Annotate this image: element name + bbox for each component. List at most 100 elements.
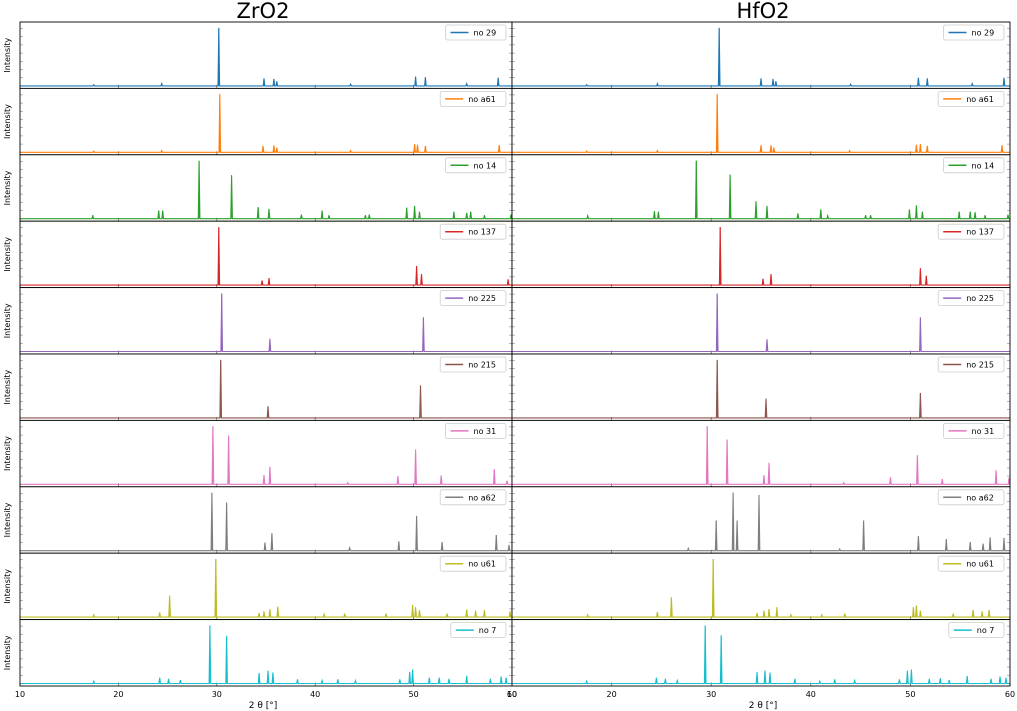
legend: no 225 [439,290,507,307]
panel-hfo2-3: no 14 [511,154,1011,222]
plot-area [512,553,1010,620]
legend-box [943,422,1005,439]
series-line [20,625,512,685]
legend-label: no 29 [972,29,995,38]
legend-label: no 7 [977,626,995,635]
legend: no 31 [943,422,1005,439]
legend-label: no 14 [474,161,497,170]
legend-label: no 137 [966,228,994,237]
legend-box [439,555,507,572]
x-tick-label: 50 [905,690,915,699]
panel-hfo2-7: no 31 [511,419,1011,488]
plot-area [512,420,1010,487]
plot-area [20,88,512,155]
legend: no 215 [937,356,1005,373]
x-tick-label: 40 [806,690,816,699]
x-tick-label: 40 [310,690,320,699]
panel-zro2-6: no 215 Intensity [3,353,513,421]
legend: no 14 [445,157,507,174]
legend-label: no a61 [468,95,496,104]
legend: no 215 [439,356,507,373]
series-line [512,559,1010,618]
chart-panels: no 29 Intensity no a61 Intensity no 14 Intens… [3,21,1015,699]
legend-box [439,91,507,107]
legend: no 14 [943,157,1005,174]
x-tick-label: 30 [212,690,222,699]
legend: no 137 [937,223,1005,240]
series-line [512,492,1010,552]
plot-area [20,154,512,222]
y-axis-label: Intensity [3,436,12,471]
plot-area [20,221,512,288]
series-line [512,625,1010,685]
legend-label: no 137 [468,228,496,237]
legend-box [948,622,1005,638]
x-tick-label: 60 [507,690,517,699]
plot-area [512,287,1010,354]
legend: no u61 [937,555,1005,572]
plot-area [20,553,512,620]
legend: no a61 [937,91,1005,107]
panel-zro2-7: no 31 Intensity [3,419,513,488]
legend: no 29 [943,24,1005,41]
panel-zro2-3: no 14 Intensity [3,154,513,222]
panel-zro2-1: no 29 Intensity [3,21,513,89]
legend-label: no 225 [966,294,994,303]
legend-label: no 31 [474,427,497,436]
y-axis-label: Intensity [3,635,12,670]
legend: no 29 [445,24,507,41]
legend-box [439,223,507,240]
x-tick-label: 20 [607,690,617,699]
x-tick-label: 20 [113,690,123,699]
legend: no a61 [439,91,507,107]
x-tick-label: 10 [507,690,517,699]
panel-hfo2-4: no 137 [511,220,1011,289]
legend-label: no a62 [468,493,496,502]
plot-area [20,354,512,421]
legend-label: no 14 [972,161,995,170]
plot-area [512,88,1010,155]
chart-title-zro2: ZrO2 [237,0,290,23]
y-axis-label: Intensity [3,104,12,139]
legend-box [937,555,1005,572]
legend-label: no u61 [468,560,496,569]
y-axis-label: Intensity [3,569,12,604]
y-axis-label: Intensity [3,237,12,272]
plot-area [512,619,1010,686]
legend-label: no u61 [966,560,994,569]
legend-box [439,489,507,506]
x-tick-label: 30 [706,690,716,699]
chart-title-hfo2: HfO2 [736,0,789,23]
plot-area [20,22,512,89]
legend-box [937,91,1005,107]
panel-hfo2-2: no a61 [511,87,1011,156]
y-axis-label: Intensity [3,170,12,205]
panel-zro2-5: no 225 Intensity [3,287,513,355]
plot-area [20,287,512,354]
legend-box [445,157,507,174]
panel-frame [511,619,1011,687]
panel-hfo2-10: no 7 [511,619,1011,687]
legend-box [450,622,507,638]
legend: no 31 [445,422,507,439]
legend: no 225 [937,290,1005,307]
legend-label: no 215 [468,361,496,370]
legend-box [937,356,1005,373]
legend: no u61 [439,555,507,572]
legend-label: no 215 [966,361,994,370]
panel-zro2-2: no a61 Intensity [3,87,513,156]
legend-label: no 7 [479,626,497,635]
panel-hfo2-5: no 225 [511,287,1011,355]
x-axis-label-left: 2 θ [°] [249,701,277,711]
plot-area [512,354,1010,421]
panel-zro2-8: no a62 Intensity [3,486,513,554]
legend-box [439,290,507,307]
x-tick-label: 10 [15,690,25,699]
plot-area [20,486,512,554]
series-line [20,559,512,618]
plot-area [512,221,1010,288]
panel-hfo2-6: no 215 [511,353,1011,421]
series-line [512,160,1010,220]
panel-zro2-10: no 7 Intensity [3,619,513,687]
